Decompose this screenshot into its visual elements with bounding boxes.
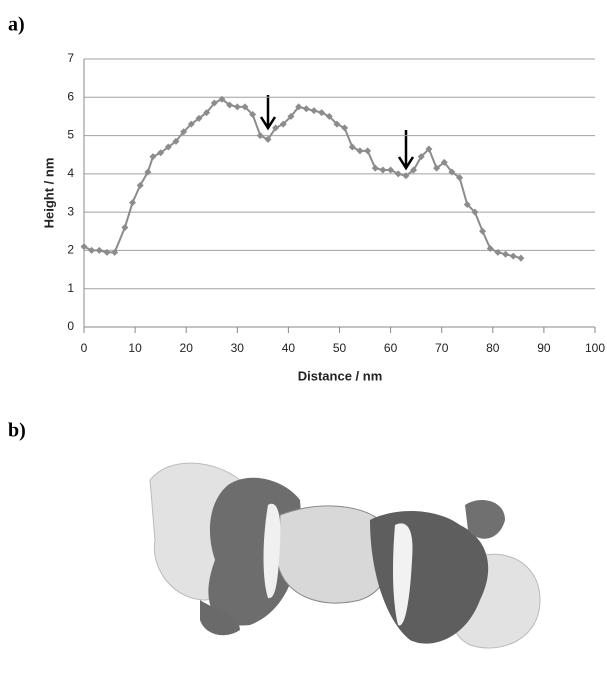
x-tick-label: 50 xyxy=(333,341,347,355)
data-line xyxy=(84,99,521,258)
figure: a) b) Distance / nm Height / nm 0 1 2 3 4 5 6 7… xyxy=(0,0,607,679)
data-point xyxy=(310,107,317,114)
x-tick-label: 60 xyxy=(384,341,398,355)
y-tick-label: 7 xyxy=(67,51,74,65)
y-tick-label: 4 xyxy=(67,166,74,180)
data-point xyxy=(395,170,402,177)
y-tick-label: 2 xyxy=(67,243,74,257)
x-tick-label: 20 xyxy=(180,341,194,355)
data-point xyxy=(103,249,110,256)
data-point xyxy=(234,103,241,110)
data-point xyxy=(372,165,379,172)
x-tick-label: 10 xyxy=(128,341,142,355)
x-tick-label: 30 xyxy=(231,341,245,355)
page: {"panel_labels": ["a)", "b)"], "chart_da… xyxy=(0,0,607,679)
data-point xyxy=(96,247,103,254)
data-point xyxy=(387,167,394,174)
data-point xyxy=(81,243,88,250)
x-tick-label: 40 xyxy=(282,341,296,355)
data-point xyxy=(88,247,95,254)
x-tick-label: 70 xyxy=(435,341,449,355)
x-tick-label: 100 xyxy=(585,341,605,355)
molecule-render xyxy=(150,463,540,648)
y-axis-label: Height / nm xyxy=(41,158,56,229)
data-point xyxy=(129,199,136,206)
data-point xyxy=(349,144,356,151)
y-tick-label: 6 xyxy=(67,89,74,103)
data-point xyxy=(111,249,118,256)
data-point xyxy=(257,132,264,139)
y-tick-label: 1 xyxy=(67,281,74,295)
data-point xyxy=(379,167,386,174)
data-point xyxy=(502,251,509,258)
x-axis-label: Distance / nm xyxy=(298,368,383,383)
data-point xyxy=(356,147,363,154)
data-point xyxy=(517,255,524,262)
y-tick-label: 5 xyxy=(67,128,74,142)
data-point xyxy=(149,153,156,160)
y-tick-label: 3 xyxy=(67,204,74,218)
data-point xyxy=(479,228,486,235)
data-point xyxy=(487,245,494,252)
data-point xyxy=(341,124,348,131)
panel-label: a) xyxy=(8,14,25,36)
data-point xyxy=(364,147,371,154)
data-point xyxy=(318,109,325,116)
x-tick-label: 90 xyxy=(537,341,551,355)
data-point xyxy=(121,224,128,231)
x-tick-label: 80 xyxy=(486,341,500,355)
x-tick-label: 0 xyxy=(81,341,88,355)
panel-label: b) xyxy=(8,420,26,442)
data-point xyxy=(303,105,310,112)
y-tick-label: 0 xyxy=(67,319,74,333)
data-point xyxy=(494,249,501,256)
data-point xyxy=(510,253,517,260)
arrows xyxy=(261,95,413,168)
